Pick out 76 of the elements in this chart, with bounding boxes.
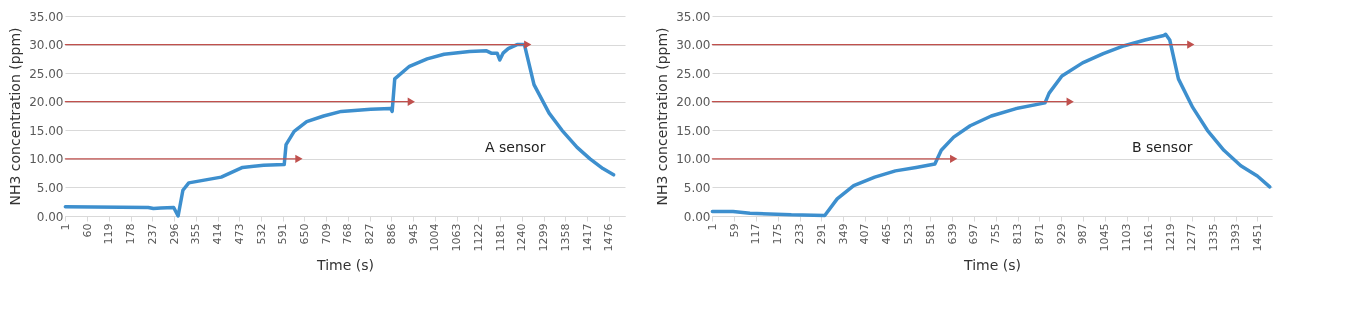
y-tick-label: 5.00 (36, 180, 64, 195)
x-axis-title: Time (s) (963, 257, 1021, 274)
x-axis-title: Time (s) (316, 257, 374, 274)
x-tick-label: 59 (727, 223, 741, 238)
x-tick-label: 1045 (1098, 223, 1112, 252)
x-tick-label: 929 (1054, 223, 1068, 245)
x-tick-label: 591 (276, 223, 290, 245)
x-tick-label: 1004 (428, 223, 442, 252)
x-tick-label: 697 (967, 223, 981, 245)
x-tick-label: 233 (793, 223, 807, 245)
x-tick-label: 987 (1076, 223, 1090, 245)
x-tick-label: 886 (384, 223, 398, 245)
x-tick-label: 1122 (471, 223, 485, 252)
x-tick-label: 296 (167, 223, 181, 245)
y-tick-label: 25.00 (29, 66, 64, 81)
x-tick-label: 639 (945, 223, 959, 245)
y-tick-label: 35.00 (676, 9, 711, 24)
x-tick-label: 1393 (1229, 223, 1243, 252)
x-tick-label: 465 (880, 223, 894, 245)
x-tick-label: 581 (923, 223, 937, 245)
x-tick-label: 871 (1032, 223, 1046, 245)
x-tick-label: 945 (406, 223, 420, 245)
x-tick-label: 1219 (1163, 223, 1177, 252)
x-tick-label: 1161 (1141, 223, 1155, 252)
x-tick-label: 813 (1011, 223, 1025, 245)
x-tick-label: 755 (989, 223, 1003, 245)
x-tick-label: 1 (705, 223, 719, 231)
x-tick-label: 178 (124, 223, 138, 245)
x-tick-label: 407 (858, 223, 872, 245)
y-tick-label: 15.00 (29, 123, 64, 138)
x-tick-label: 117 (749, 223, 763, 245)
x-tick-label: 1299 (537, 223, 551, 252)
x-tick-label: 119 (102, 223, 116, 245)
line-series (710, 32, 1272, 218)
x-tick-label: 523 (902, 223, 916, 245)
y-tick-label: 35.00 (29, 9, 64, 24)
annotation: B sensor (1132, 139, 1193, 155)
y-tick-label: 10.00 (676, 152, 711, 167)
y-tick-label: 25.00 (676, 66, 711, 81)
x-tick-label: 1335 (1207, 223, 1221, 252)
y-tick-label: 20.00 (29, 95, 64, 110)
y-tick-label: 30.00 (29, 38, 64, 53)
y-axis-title: NH3 concentration (ppm) (654, 27, 671, 206)
x-tick-label: 291 (814, 223, 828, 245)
x-tick-label: 1181 (493, 223, 507, 252)
x-tick-label: 1 (58, 223, 72, 231)
y-tick-label: 5.00 (683, 180, 711, 195)
x-tick-label: 1103 (1120, 223, 1134, 252)
x-tick-label: 1063 (450, 223, 464, 252)
y-axis-title: NH3 concentration (ppm) (7, 27, 24, 206)
x-tick-label: 1417 (580, 223, 594, 252)
y-tick-label: 15.00 (676, 123, 711, 138)
x-tick-label: 709 (319, 223, 333, 245)
x-tick-label: 1451 (1250, 223, 1264, 252)
x-tick-label: 237 (145, 223, 159, 245)
x-tick-label: 1277 (1185, 223, 1199, 252)
x-tick-label: 414 (211, 223, 225, 245)
y-tick-label: 20.00 (676, 95, 711, 110)
x-tick-label: 473 (232, 223, 246, 245)
x-tick-label: 175 (771, 223, 785, 245)
x-tick-label: 1476 (602, 223, 616, 252)
y-tick-label: 0.00 (36, 209, 64, 224)
x-tick-label: 768 (341, 223, 355, 245)
x-tick-label: 349 (836, 223, 850, 245)
x-tick-label: 827 (363, 223, 377, 245)
annotation: A sensor (485, 139, 546, 155)
x-tick-label: 1358 (558, 223, 572, 252)
y-tick-label: 10.00 (29, 152, 64, 167)
x-tick-label: 355 (189, 223, 203, 245)
x-tick-label: 650 (297, 223, 311, 245)
y-tick-label: 30.00 (676, 38, 711, 53)
line-series (63, 42, 616, 218)
x-tick-label: 60 (80, 223, 94, 238)
x-tick-label: 1240 (515, 223, 529, 252)
y-tick-label: 0.00 (683, 209, 711, 224)
x-tick-label: 532 (254, 223, 268, 245)
